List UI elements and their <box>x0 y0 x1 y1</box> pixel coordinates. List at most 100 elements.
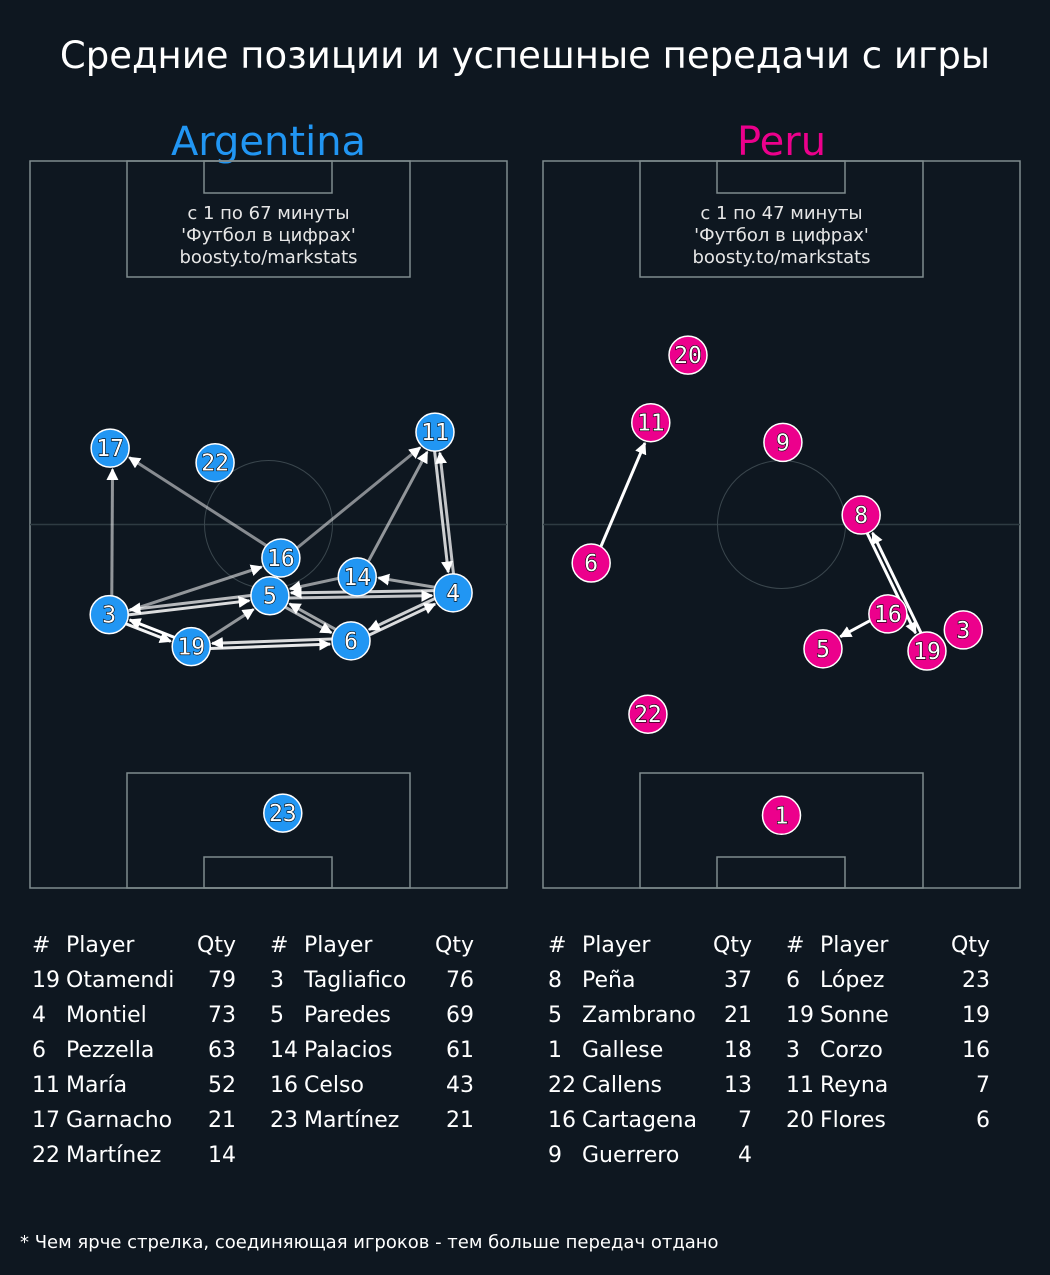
player-number: 3 <box>956 618 970 644</box>
player-marker <box>868 594 908 634</box>
player-node: 5 <box>803 629 843 669</box>
pitch-argentina: Argentina с 1 по 67 минуты'Футбол в цифра… <box>29 119 508 889</box>
table-row: 19 Otamendi 79 <box>32 963 236 998</box>
player-name-cell: Zambrano <box>582 1003 696 1028</box>
table-row: 17 Garnacho 21 <box>32 1103 236 1138</box>
player-name-cell: Peña <box>582 968 636 993</box>
pass-arrow <box>284 605 333 635</box>
player-number: 6 <box>344 629 358 655</box>
pass-arrow <box>435 451 455 574</box>
player-number: 9 <box>776 430 790 456</box>
player-number: 19 <box>177 635 205 661</box>
player-name-cell: Cartagena <box>582 1108 697 1133</box>
player-number-cell: 16 <box>270 1073 298 1098</box>
player-name-cell: Otamendi <box>66 968 175 993</box>
player-marker <box>943 610 984 650</box>
pass-arrow <box>433 451 454 574</box>
player-name-cell: Corzo <box>820 1038 883 1063</box>
table-row: 4 Montiel 73 <box>32 998 236 1033</box>
pass-table: # Player Qty 6 López 23 19 Sonne 19 3 Corzo 16 11 Rey… <box>786 928 990 1138</box>
pitch-peru: Peru с 1 по 47 минуты'Футбол в цифрах'boo… <box>542 119 1021 889</box>
player-number-cell: 5 <box>548 1003 562 1028</box>
info-line: 'Футбол в цифрах' <box>694 225 869 246</box>
player-number-cell: 14 <box>270 1038 298 1063</box>
player-number: 22 <box>634 702 662 728</box>
player-marker <box>331 621 371 661</box>
pass-arrow <box>210 636 332 649</box>
pass-table: # Player Qty 19 Otamendi 79 4 Montiel 73 6 Pezzell… <box>32 928 236 1173</box>
player-number-cell: 20 <box>786 1108 814 1133</box>
player-name-cell: Player <box>66 933 135 958</box>
player-node: 16 <box>868 594 908 634</box>
player-node: 14 <box>337 557 377 597</box>
table-header: # Player Qty <box>786 928 990 963</box>
player-number: 23 <box>269 801 297 827</box>
pass-arrow <box>368 602 437 637</box>
player-marker <box>803 629 843 669</box>
info-line: boosty.to/markstats <box>692 247 870 268</box>
pass-qty-cell: 21 <box>446 1108 474 1133</box>
player-number: 16 <box>267 546 295 572</box>
table-row: 9 Guerrero 4 <box>548 1138 752 1173</box>
player-number: 19 <box>913 639 941 665</box>
pass-qty-cell: 7 <box>738 1108 752 1133</box>
player-number: 5 <box>816 637 830 663</box>
player-marker <box>89 594 129 635</box>
player-number-cell: 1 <box>548 1038 562 1063</box>
player-name-cell: Paredes <box>304 1003 391 1028</box>
table-header: # Player Qty <box>548 928 752 963</box>
pass-qty-cell: 21 <box>724 1003 752 1028</box>
table-row: 6 Pezzella 63 <box>32 1033 236 1068</box>
player-number: 16 <box>874 602 902 628</box>
player-marker <box>337 557 377 597</box>
player-number: 14 <box>343 565 371 591</box>
pass-qty-cell: Qty <box>713 933 752 958</box>
table-row: 3 Tagliafico 76 <box>270 963 474 998</box>
player-node: 3 <box>943 610 984 650</box>
pass-qty-cell: 73 <box>208 1003 236 1028</box>
pass-qty-cell: 43 <box>446 1073 474 1098</box>
player-name-cell: Celso <box>304 1073 364 1098</box>
pass-qty-cell: 52 <box>208 1073 236 1098</box>
pass-qty-cell: 13 <box>724 1073 752 1098</box>
player-name-cell: Garnacho <box>66 1108 173 1133</box>
pass-qty-cell: 63 <box>208 1038 236 1063</box>
info-line: 'Футбол в цифрах' <box>181 225 356 246</box>
player-name-cell: María <box>66 1073 128 1098</box>
bottom-six-yard-box <box>716 856 846 889</box>
top-six-yard-box <box>716 160 846 194</box>
player-number: 4 <box>446 581 460 607</box>
player-node: 22 <box>628 694 668 734</box>
player-node: 11 <box>631 402 671 443</box>
pass-arrow <box>288 576 339 593</box>
pass-qty-cell: Qty <box>435 933 474 958</box>
table-row: 5 Zambrano 21 <box>548 998 752 1033</box>
player-marker <box>668 335 708 375</box>
player-name-cell: Guerrero <box>582 1143 680 1168</box>
pass-table: # Player Qty 8 Peña 37 5 Zambrano 21 1 Gallese 18 22… <box>548 928 752 1173</box>
table-row: 11 Reyna 7 <box>786 1068 990 1103</box>
pass-qty-cell: 69 <box>446 1003 474 1028</box>
player-number-cell: 22 <box>548 1073 576 1098</box>
player-name-cell: Player <box>820 933 889 958</box>
table-header: # Player Qty <box>32 928 236 963</box>
pass-qty-cell: 21 <box>208 1108 236 1133</box>
player-node: 16 <box>261 538 301 578</box>
pass-arrow <box>865 532 917 635</box>
player-number-cell: 16 <box>548 1108 576 1133</box>
table-row: 5 Paredes 69 <box>270 998 474 1033</box>
pass-arrow <box>128 593 251 615</box>
footnote: * Чем ярче стрелка, соединяющая игроков … <box>20 1232 719 1253</box>
player-number-cell: 22 <box>32 1143 60 1168</box>
player-marker <box>90 428 130 468</box>
pass-arrow <box>128 456 268 547</box>
player-number-cell: # <box>270 933 289 958</box>
pass-arrow <box>377 573 436 589</box>
player-number-cell: # <box>32 933 51 958</box>
table-row: 22 Martínez 14 <box>32 1138 236 1173</box>
player-node: 19 <box>171 626 211 667</box>
player-marker <box>841 495 881 535</box>
player-node: 11 <box>415 412 455 452</box>
player-name-cell: Callens <box>582 1073 663 1098</box>
table-row: 14 Palacios 61 <box>270 1033 474 1068</box>
